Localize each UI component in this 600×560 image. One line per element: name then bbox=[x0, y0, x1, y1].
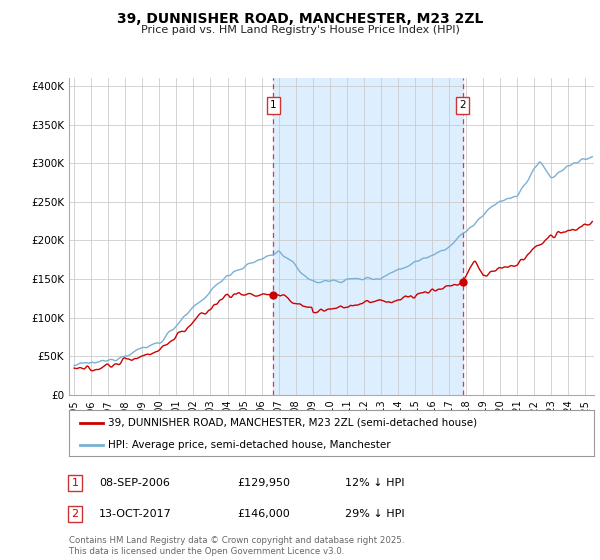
Text: Contains HM Land Registry data © Crown copyright and database right 2025.
This d: Contains HM Land Registry data © Crown c… bbox=[69, 536, 404, 556]
Text: 2: 2 bbox=[71, 509, 79, 519]
Text: 39, DUNNISHER ROAD, MANCHESTER, M23 2ZL: 39, DUNNISHER ROAD, MANCHESTER, M23 2ZL bbox=[117, 12, 483, 26]
Text: HPI: Average price, semi-detached house, Manchester: HPI: Average price, semi-detached house,… bbox=[109, 440, 391, 450]
Text: 12% ↓ HPI: 12% ↓ HPI bbox=[345, 478, 404, 488]
Text: £129,950: £129,950 bbox=[237, 478, 290, 488]
Text: 29% ↓ HPI: 29% ↓ HPI bbox=[345, 509, 404, 519]
Text: £146,000: £146,000 bbox=[237, 509, 290, 519]
Text: Price paid vs. HM Land Registry's House Price Index (HPI): Price paid vs. HM Land Registry's House … bbox=[140, 25, 460, 35]
Text: 1: 1 bbox=[71, 478, 79, 488]
Text: 13-OCT-2017: 13-OCT-2017 bbox=[99, 509, 172, 519]
Text: 39, DUNNISHER ROAD, MANCHESTER, M23 2ZL (semi-detached house): 39, DUNNISHER ROAD, MANCHESTER, M23 2ZL … bbox=[109, 418, 478, 428]
Text: 08-SEP-2006: 08-SEP-2006 bbox=[99, 478, 170, 488]
Text: 2: 2 bbox=[459, 100, 466, 110]
Bar bbox=[274, 78, 463, 395]
Text: 1: 1 bbox=[270, 100, 277, 110]
